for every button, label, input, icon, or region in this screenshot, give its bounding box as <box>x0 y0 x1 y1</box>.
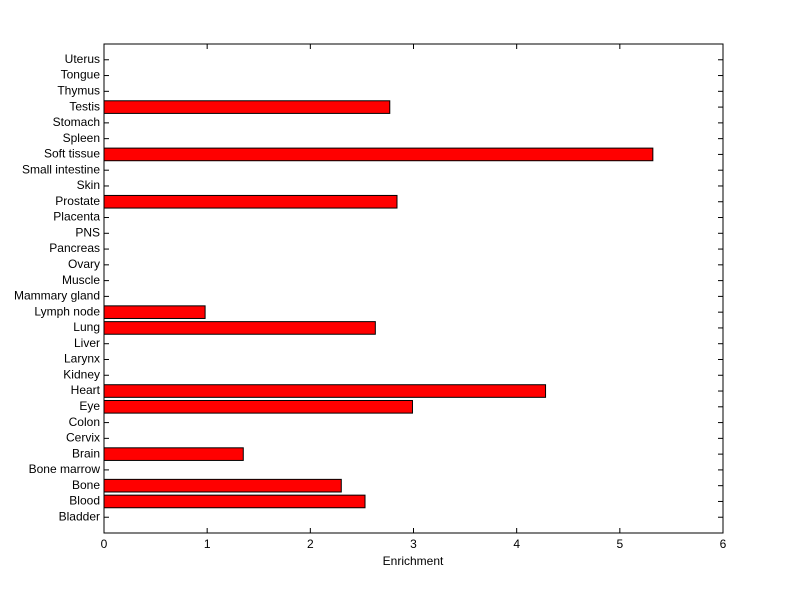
y-tick-label: Small intestine <box>22 162 100 176</box>
x-tick-label: 2 <box>307 537 314 551</box>
y-tick-label: Brain <box>72 446 100 460</box>
bar <box>103 194 398 209</box>
y-tick-label: Lung <box>73 320 100 334</box>
bar <box>103 305 206 319</box>
y-tick-label: Spleen <box>63 131 100 145</box>
y-tick-label: Kidney <box>63 367 100 381</box>
y-tick-label: Blood <box>69 494 100 508</box>
y-tick-label: Soft tissue <box>44 147 100 161</box>
y-tick-label: Bladder <box>59 509 100 523</box>
x-tick-label: 3 <box>410 537 417 551</box>
x-tick-label: 5 <box>616 537 623 551</box>
y-tick-label: Liver <box>74 336 100 350</box>
x-tick-label: 4 <box>513 537 520 551</box>
y-tick-label: Skin <box>77 178 100 192</box>
y-tick-label: Mammary gland <box>14 289 100 303</box>
bar <box>103 384 547 398</box>
y-tick-label: Colon <box>69 415 100 429</box>
y-tick-label: Eye <box>79 399 100 413</box>
bar <box>103 147 654 162</box>
x-axis-label: Enrichment <box>383 554 444 568</box>
y-tick-label: Bone <box>72 478 100 492</box>
y-tick-label: Bone marrow <box>29 462 101 476</box>
x-tick-label: 6 <box>720 537 727 551</box>
bar <box>103 478 342 493</box>
bar <box>103 399 413 414</box>
y-tick-label: Prostate <box>55 194 100 208</box>
y-tick-label: Cervix <box>66 431 100 445</box>
y-tick-label: Testis <box>69 99 100 113</box>
bar <box>103 321 376 335</box>
y-tick-label: Muscle <box>62 273 100 287</box>
y-tick-label: Pancreas <box>49 241 100 255</box>
y-tick-label: Thymus <box>57 83 100 97</box>
y-tick-label: PNS <box>75 225 100 239</box>
bar <box>103 100 391 114</box>
y-tick-label: Placenta <box>53 210 100 224</box>
y-tick-label: Heart <box>71 383 101 397</box>
y-tick-label: Tongue <box>61 68 101 82</box>
y-tick-label: Uterus <box>65 52 100 66</box>
bar <box>103 494 366 509</box>
y-tick-label: Larynx <box>64 352 100 366</box>
x-tick-label: 0 <box>101 537 108 551</box>
y-tick-label: Lymph node <box>34 304 100 318</box>
bar <box>103 447 244 461</box>
y-tick-label: Stomach <box>53 115 100 129</box>
x-tick-label: 1 <box>204 537 211 551</box>
y-tick-label: Ovary <box>68 257 100 271</box>
